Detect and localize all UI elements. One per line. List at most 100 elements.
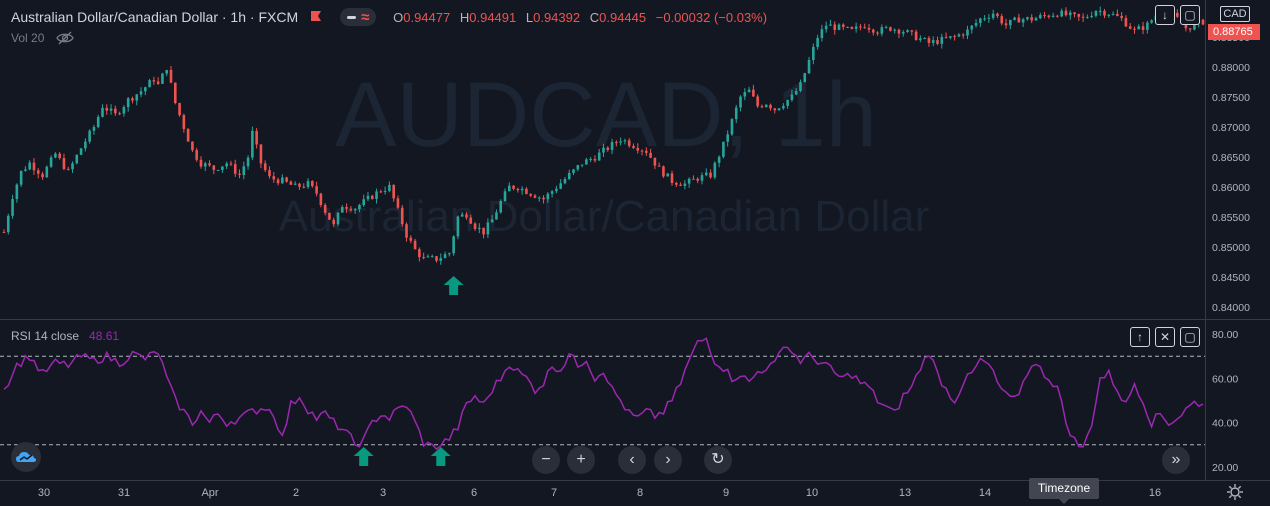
logo-cloud-icon[interactable] — [11, 442, 41, 472]
candle — [871, 28, 875, 36]
candle — [854, 22, 858, 33]
rsi-scale[interactable]: 80.00 60.00 40.00 20.00 — [1212, 329, 1238, 474]
candle — [516, 187, 520, 193]
price-tick-label: 0.86500 — [1212, 152, 1250, 164]
candle — [195, 147, 198, 162]
candle — [109, 104, 113, 115]
candle — [135, 93, 139, 106]
candle — [520, 186, 524, 195]
eye-slash-icon[interactable] — [56, 31, 75, 45]
candle — [867, 23, 871, 33]
candle — [165, 69, 169, 77]
close-icon[interactable]: ✕ — [1155, 327, 1175, 347]
up-arrow-icon — [443, 276, 464, 295]
currency-badge[interactable]: CAD — [1220, 6, 1250, 22]
candle — [473, 222, 477, 232]
candle — [700, 172, 704, 185]
price-scale[interactable]: 0.885000.880000.875000.870000.865000.860… — [1212, 32, 1250, 314]
chart-type-toggle[interactable]: ≈ — [340, 8, 377, 26]
candle — [636, 143, 640, 154]
scroll-right-button[interactable]: › — [654, 446, 682, 474]
candle — [126, 97, 130, 112]
candle — [880, 24, 884, 37]
candle — [507, 182, 511, 192]
candle — [893, 28, 896, 34]
candle — [717, 155, 721, 168]
candle — [448, 252, 451, 257]
candle — [409, 235, 413, 244]
candle — [62, 153, 66, 171]
maximize-icon[interactable]: ▢ — [1180, 327, 1200, 347]
arrow-up-icon[interactable]: ↑ — [1130, 327, 1150, 347]
scroll-to-realtime-button[interactable]: » — [1162, 446, 1190, 474]
candle — [537, 196, 541, 202]
candle — [28, 160, 31, 171]
candle — [203, 161, 207, 172]
up-arrow-icon — [430, 447, 451, 466]
candle — [953, 34, 956, 41]
candle — [1120, 11, 1123, 21]
maximize-icon[interactable]: ▢ — [1180, 5, 1200, 25]
candle — [469, 214, 473, 225]
candle — [606, 146, 610, 152]
candle — [764, 104, 768, 108]
volume-legend: Vol 20 — [11, 31, 75, 45]
candle — [756, 94, 759, 109]
candle — [24, 166, 27, 172]
candle — [41, 171, 44, 180]
gear-icon[interactable] — [1226, 483, 1244, 501]
candle — [456, 215, 460, 240]
candle — [293, 181, 297, 185]
zoom-in-button[interactable]: + — [567, 446, 595, 474]
candle — [281, 174, 284, 184]
time-axis[interactable]: 3031Apr2367891013141516 — [38, 487, 1161, 499]
candle — [974, 19, 978, 28]
candle — [139, 87, 143, 98]
candle — [478, 223, 481, 234]
candle — [268, 166, 271, 179]
candle — [1021, 17, 1025, 28]
minus-icon — [346, 15, 356, 19]
scroll-left-button[interactable]: ‹ — [618, 446, 646, 474]
candle — [666, 173, 670, 177]
candle — [66, 166, 70, 171]
candle — [370, 194, 374, 200]
candle — [704, 168, 708, 177]
watermark-symbol: AUDCAD, 1h — [335, 64, 877, 166]
candle — [272, 171, 276, 183]
watermark-name: Australian Dollar/Canadian Dollar — [279, 192, 930, 241]
candle — [259, 144, 263, 169]
candle — [173, 82, 177, 105]
rsi-label[interactable]: RSI 14 close — [11, 329, 80, 343]
candle — [734, 104, 738, 124]
candle — [640, 149, 644, 156]
close-value: 0.94445 — [599, 9, 647, 25]
volume-label[interactable]: Vol 20 — [11, 31, 45, 45]
rsi-legend: RSI 14 close 48.61 — [11, 329, 119, 343]
symbol-title[interactable]: Australian Dollar/Canadian Dollar · 1h ·… — [11, 9, 299, 25]
candle — [49, 155, 53, 168]
candle — [392, 184, 395, 202]
candle — [88, 129, 91, 144]
price-tick-label: 0.86000 — [1212, 182, 1250, 194]
candle — [529, 193, 533, 198]
reset-chart-button[interactable]: ↻ — [704, 446, 732, 474]
candle — [413, 238, 417, 250]
candle — [662, 165, 665, 178]
candle — [944, 32, 948, 39]
arrow-down-icon[interactable]: ↓ — [1155, 5, 1175, 25]
time-label: Apr — [201, 487, 218, 499]
candle — [426, 254, 430, 258]
time-label: 30 — [38, 487, 50, 499]
candle — [1188, 28, 1192, 33]
candle — [1103, 8, 1106, 19]
candle — [597, 148, 601, 161]
rsi-line — [3, 337, 1204, 451]
candle — [743, 88, 747, 101]
zoom-out-button[interactable]: − — [532, 446, 560, 474]
candle — [837, 23, 841, 31]
candle — [388, 181, 391, 193]
candle — [1000, 13, 1004, 26]
flag-icon[interactable] — [310, 11, 322, 23]
